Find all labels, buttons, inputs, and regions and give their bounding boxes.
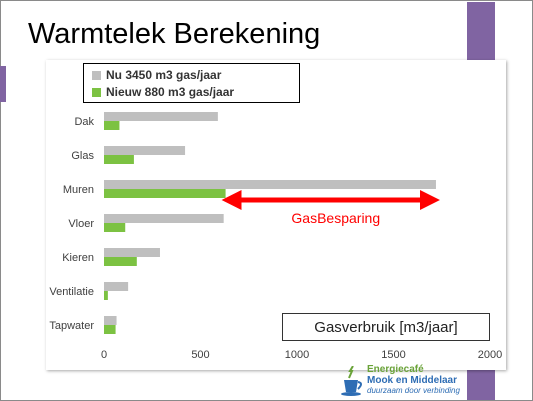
slide-title: Warmtelek Berekening (28, 18, 321, 50)
x-tick-label: 2000 (478, 349, 502, 361)
bar-new (104, 325, 116, 334)
legend-label-new: Nieuw 880 m3 gas/jaar (106, 85, 235, 99)
bar-new (104, 291, 108, 300)
category-label: Muren (63, 184, 94, 196)
bar-current (104, 180, 436, 189)
bar-current (104, 248, 160, 257)
logo-line-1: Energiecafé (367, 364, 424, 375)
bar-current (104, 316, 117, 325)
bar-new (104, 189, 226, 198)
legend-entry-new: Nieuw 880 m3 gas/jaar (92, 84, 234, 100)
legend-entry-current: Nu 3450 m3 gas/jaar (92, 67, 221, 83)
x-tick-label: 1000 (285, 349, 309, 361)
bar-new (104, 155, 134, 164)
category-label: Ventilatie (49, 286, 94, 298)
category-label: Kieren (62, 252, 94, 264)
bar-new (104, 121, 120, 130)
bar-new (104, 257, 137, 266)
legend-swatch-current (92, 70, 101, 80)
purple-accent-tab (0, 66, 6, 102)
category-label: Dak (74, 116, 94, 128)
bar-current (104, 214, 224, 223)
unit-label: Gasverbruik [m3/jaar] (282, 313, 490, 341)
legend-swatch-new (92, 87, 101, 97)
bar-new (104, 223, 126, 232)
energiecafe-logo: Energiecafé Mook en Middelaar duurzaam d… (340, 364, 490, 398)
logo-line-2: Mook en Middelaar (367, 375, 458, 386)
legend-label-current: Nu 3450 m3 gas/jaar (106, 68, 222, 82)
logo-line-3: duurzaam door verbinding (367, 386, 460, 395)
savings-label: GasBesparing (291, 210, 380, 226)
x-tick-label: 0 (101, 349, 107, 361)
x-tick-label: 1500 (381, 349, 405, 361)
category-label: Glas (71, 150, 94, 162)
bar-current (104, 112, 218, 121)
coffee-cup-icon (341, 366, 362, 396)
bar-current (104, 282, 129, 291)
x-tick-label: 500 (191, 349, 209, 361)
category-label: Vloer (68, 218, 94, 230)
category-label: Tapwater (49, 320, 94, 332)
bar-current (104, 146, 186, 155)
legend: Nu 3450 m3 gas/jaar Nieuw 880 m3 gas/jaa… (83, 63, 300, 103)
